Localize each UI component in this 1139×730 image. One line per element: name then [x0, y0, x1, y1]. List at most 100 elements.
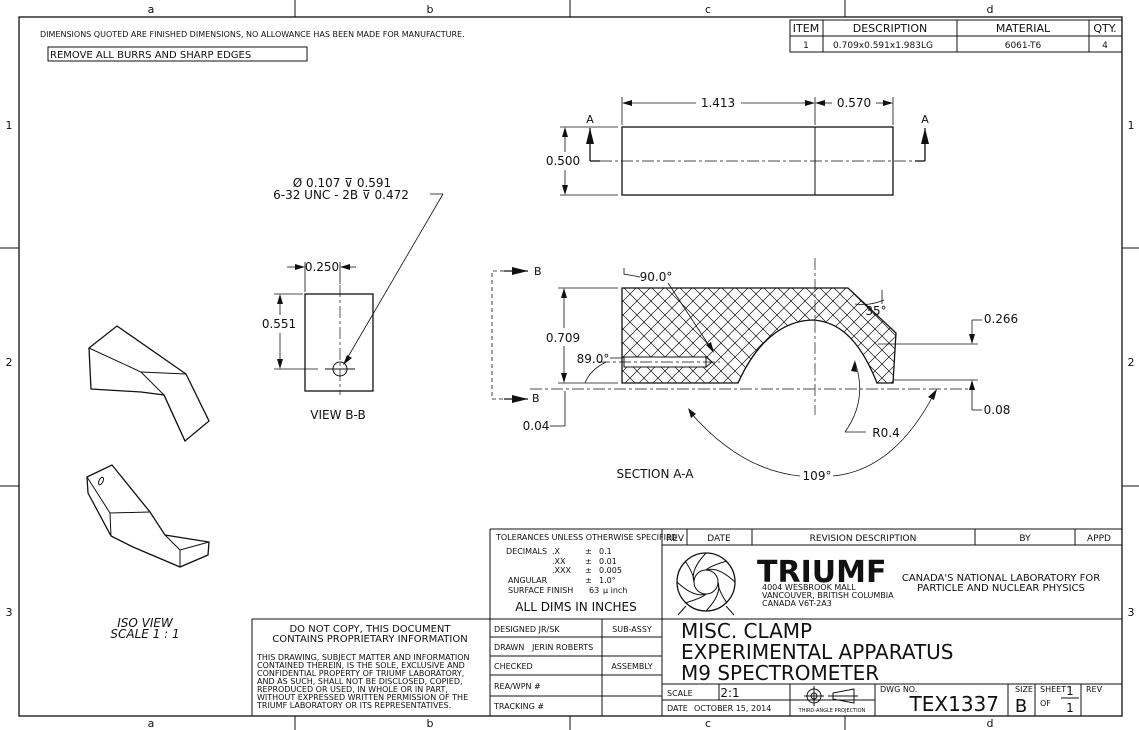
company-name: TRIUMF: [757, 555, 886, 590]
tol-r0-precision: .X: [552, 547, 561, 556]
signoff-block: DESIGNED JR/SK DRAWN JERIN ROBERTS CHECK…: [493, 625, 653, 711]
top-dim-length: 1.413: [701, 96, 735, 110]
title-block: [251, 528, 1122, 716]
section-b-top-label: B: [534, 265, 542, 278]
section-aa: B B 0.709 90.0° 35° 89.0° 0.266: [491, 258, 1018, 483]
signoff-sub-assy: SUB-ASSY: [612, 625, 652, 634]
burrs-note-box: [47, 46, 308, 62]
tol-r4-value: 63: [589, 586, 599, 595]
zone-col-c-top: c: [705, 3, 711, 16]
title-line-2: EXPERIMENTAL APPARATUS: [681, 640, 954, 664]
section-aa-label: SECTION A-A: [617, 467, 695, 481]
section-dim-radius: R0.4: [872, 426, 899, 440]
size-value: B: [1015, 696, 1027, 717]
proprietary-line-3: CONFIDENTIAL PROPERTY OF TRIUMF LABORATO…: [257, 669, 464, 678]
proprietary-title-1: DO NOT COPY, THIS DOCUMENT: [289, 624, 451, 635]
tol-r1-value: 0.01: [599, 557, 617, 566]
date-value: OCTOBER 15, 2014: [694, 704, 771, 713]
projection-label: THIRD-ANGLE PROJECTION: [798, 708, 866, 714]
of-value: 1: [1066, 701, 1074, 715]
view-bb-hole-line2: 6-32 UNC - 2B ⊽ 0.472: [273, 188, 409, 202]
bom-header-qty: QTY.: [1093, 22, 1116, 35]
iso-view-upper: [88, 325, 210, 443]
tolerance-block: TOLERANCES UNLESS OTHERWISE SPECIFIED DE…: [495, 533, 677, 614]
section-dim-right-top: 0.266: [984, 312, 1018, 326]
revision-table: REV DATE REVISION DESCRIPTION BY APPD: [666, 534, 1111, 544]
top-dim-right: 0.570: [837, 96, 871, 110]
tolerance-header: TOLERANCES UNLESS OTHERWISE SPECIFIED: [495, 533, 677, 542]
zone-col-c-bottom: c: [705, 717, 711, 730]
zone-col-d-bottom: d: [987, 717, 994, 730]
zone-row-1-right: 1: [1128, 119, 1135, 132]
tol-r4-label: SURFACE FINISH: [508, 586, 573, 595]
zone-row-1-left: 1: [6, 119, 13, 132]
proprietary-line-1: THIS DRAWING, SUBJECT MATTER AND INFORMA…: [256, 653, 470, 662]
signoff-assembly: ASSEMBLY: [611, 662, 652, 671]
top-dim-height: 0.500: [546, 154, 580, 168]
tol-r2-sign: ±: [585, 566, 592, 575]
sheet-label: SHEET: [1040, 685, 1066, 694]
tol-r0-label: DECIMALS: [506, 547, 547, 556]
view-bb-label: VIEW B-B: [310, 408, 365, 422]
rev-label: REV: [1086, 685, 1103, 694]
dwg-no-value: TEX1337: [909, 692, 999, 716]
signoff-designed: DESIGNED JR/SK: [494, 625, 560, 634]
rev-header-rev: REV: [666, 534, 685, 544]
zone-col-a-top: a: [148, 3, 155, 16]
rev-header-description: REVISION DESCRIPTION: [810, 534, 917, 544]
zone-row-2-right: 2: [1128, 356, 1135, 369]
section-b-bottom-label: B: [532, 392, 540, 405]
zone-labels: a b c d a b c d 1 2 3 1 2 3: [6, 3, 1135, 730]
tolerance-footer: ALL DIMS IN INCHES: [515, 600, 636, 614]
tol-r4-unit: μ inch: [603, 586, 627, 595]
dimensions-note: DIMENSIONS QUOTED ARE FINISHED DIMENSION…: [40, 30, 465, 39]
zone-col-d-top: d: [987, 3, 994, 16]
top-view: 1.413 0.570 0.500 A A: [546, 96, 929, 196]
tol-r1-sign: ±: [585, 557, 592, 566]
tol-r3-sign: ±: [585, 576, 592, 585]
proprietary-notice: DO NOT COPY, THIS DOCUMENT CONTAINS PROP…: [256, 624, 470, 710]
iso-view-lower: [86, 464, 210, 568]
zone-col-b-top: b: [427, 3, 434, 16]
zone-row-2-left: 2: [6, 356, 13, 369]
signoff-drawn-label: DRAWN: [494, 643, 524, 652]
signoff-drawn-value: JERIN ROBERTS: [531, 643, 593, 652]
zone-col-a-bottom: a: [148, 717, 155, 730]
date-label: DATE: [667, 704, 688, 713]
tol-r2-value: 0.005: [599, 566, 622, 575]
section-a-right-label: A: [921, 113, 929, 126]
proprietary-title-2: CONTAINS PROPRIETARY INFORMATION: [272, 634, 467, 645]
bom-header-description: DESCRIPTION: [853, 22, 927, 35]
of-label: OF: [1040, 699, 1051, 708]
signoff-rea: REA/WPN #: [494, 682, 541, 691]
proprietary-line-5: REPRODUCED OR USED, IN WHOLE OR IN PART,: [257, 685, 448, 694]
company-tagline-1: CANADA'S NATIONAL LABORATORY FOR: [902, 573, 1100, 584]
company-address-3: CANADA V6T-2A3: [762, 599, 832, 608]
section-dim-left-bottom: 0.04: [523, 419, 550, 433]
section-dim-height: 0.709: [546, 331, 580, 345]
third-angle-projection-icon: [804, 686, 858, 706]
bom-header-material: MATERIAL: [996, 22, 1051, 35]
section-dim-right-bottom: 0.08: [984, 403, 1011, 417]
signoff-tracking: TRACKING #: [493, 702, 544, 711]
bom-table: ITEM DESCRIPTION MATERIAL QTY. 1 0.709x0…: [789, 19, 1123, 53]
bom-cell-description: 0.709x0.591x1.983LG: [833, 41, 933, 51]
bom-cell-qty: 4: [1102, 41, 1108, 51]
tol-r3-label: ANGULAR: [508, 576, 548, 585]
bom-cell-item: 1: [803, 41, 809, 51]
rev-header-appd: APPD: [1087, 534, 1111, 544]
triumf-logo: [676, 552, 736, 616]
iso-view-label: ISO VIEW: [117, 616, 174, 630]
tol-r3-value: 1.0°: [599, 576, 616, 585]
size-label: SIZE: [1015, 685, 1033, 694]
view-bb-dim-width: 0.250: [305, 260, 339, 274]
proprietary-line-4: AND AS SUCH, SHALL NOT BE DISCLOSED, COP…: [257, 677, 463, 686]
view-bb-dim-height: 0.551: [262, 317, 296, 331]
title-line-1: MISC. CLAMP: [681, 619, 812, 643]
rev-header-by: BY: [1019, 534, 1031, 544]
signoff-checked: CHECKED: [494, 662, 533, 671]
zone-col-b-bottom: b: [427, 717, 434, 730]
proprietary-line-6: WITHOUT EXPRESSED WRITTEN PERMISSION OF …: [257, 693, 468, 702]
